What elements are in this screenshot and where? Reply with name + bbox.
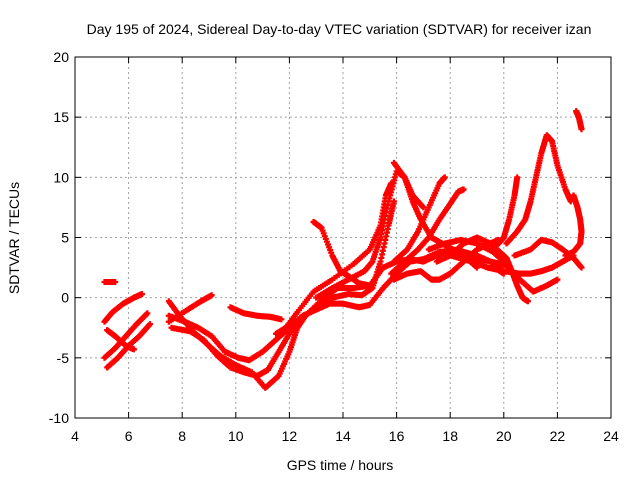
x-axis-ticks: 4 6 8 10 12 14 16 18 20 22 24 <box>71 57 619 444</box>
data-point <box>554 276 561 283</box>
series-arc-17 <box>390 174 448 265</box>
y-tick-label: 0 <box>61 290 69 306</box>
x-tick-label: 18 <box>442 428 458 444</box>
series-arc-25 <box>503 132 574 247</box>
series-arc-4 <box>104 327 137 353</box>
data-point <box>441 174 448 181</box>
series-arc-10 <box>227 304 285 323</box>
series-arc-22 <box>490 174 521 251</box>
data-point <box>390 198 397 205</box>
series-arc-11 <box>281 180 395 334</box>
data-point <box>147 321 154 328</box>
x-tick-label: 6 <box>125 428 133 444</box>
x-tick-label: 12 <box>282 428 298 444</box>
series-arc-23 <box>492 246 531 305</box>
data-point <box>130 346 137 353</box>
x-tick-label: 16 <box>389 428 405 444</box>
data-point <box>112 279 119 286</box>
y-tick-label: 20 <box>53 49 69 65</box>
y-tick-label: -10 <box>49 410 69 426</box>
series-arc-27 <box>562 192 585 259</box>
series-arc-26 <box>573 108 585 133</box>
y-axis-ticks: -10 -5 0 5 10 15 20 <box>49 49 611 426</box>
chart-title: Day 195 of 2024, Sidereal Day-to-day VTE… <box>87 21 592 37</box>
y-tick-label: 10 <box>53 169 69 185</box>
series-arc-18 <box>390 236 502 283</box>
series-arc-19 <box>425 236 507 265</box>
series-arc-9 <box>165 246 561 364</box>
data-point <box>514 174 521 181</box>
data-point <box>578 126 585 133</box>
x-tick-label: 22 <box>550 428 566 444</box>
data-series <box>101 108 585 391</box>
x-tick-label: 24 <box>603 428 619 444</box>
series-arc-5 <box>101 279 119 286</box>
series-arc-16 <box>388 186 467 277</box>
x-tick-label: 8 <box>178 428 186 444</box>
grid-lines <box>75 57 611 418</box>
y-tick-label: 5 <box>61 230 69 246</box>
data-point <box>144 310 151 317</box>
series-arc-21 <box>447 252 507 277</box>
y-tick-label: 15 <box>53 109 69 125</box>
x-tick-label: 14 <box>335 428 351 444</box>
y-tick-label: -5 <box>57 350 70 366</box>
data-point <box>139 291 145 298</box>
data-point <box>500 270 507 277</box>
y-axis-title: SDTVAR / TECUs <box>6 182 22 294</box>
data-point <box>420 204 427 211</box>
x-tick-label: 20 <box>496 428 512 444</box>
data-point <box>278 316 285 323</box>
data-point <box>562 252 569 259</box>
x-tick-label: 10 <box>228 428 244 444</box>
x-axis-title: GPS time / hours <box>287 457 394 473</box>
data-point <box>460 186 467 193</box>
data-point <box>578 264 585 271</box>
data-point <box>524 298 531 305</box>
data-point <box>208 292 215 299</box>
series-arc-2 <box>101 291 145 325</box>
x-tick-label: 4 <box>71 428 79 444</box>
